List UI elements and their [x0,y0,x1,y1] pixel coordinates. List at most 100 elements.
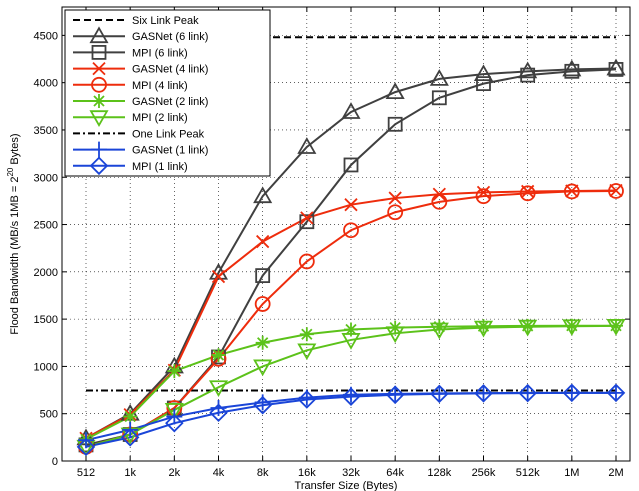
data-point [211,348,226,363]
legend-entry: GASNet (2 link) [73,94,208,108]
x-axis-ticks: 512 1k 2k 4k 8k 16k 32k 64k 128k 256k 512k 1M 2M [77,7,624,479]
data-point [432,319,447,334]
y-tick-label: 3000 [34,172,58,184]
data-point [120,428,140,447]
data-point [519,384,536,401]
legend-marker [89,110,109,128]
data-point [299,327,314,342]
plot-frame [61,6,631,462]
data-point [387,385,404,402]
data-point [475,188,492,205]
data-point [385,385,405,405]
data-point [476,76,491,92]
data-point [387,204,404,221]
y-tick-label: 500 [40,409,58,421]
data-point [341,102,361,119]
legend-entry: One Link Peak [73,128,205,140]
data-point [564,63,580,79]
legend-label: GASNet (6 link) [132,31,208,43]
legend-entry: Six Link Peak [73,15,199,27]
legend-entry: MPI (2 link) [73,110,188,128]
x-tick-label: 2k [169,467,181,479]
data-point [385,326,405,344]
data-point [518,383,537,403]
legend-entry: GASNet (1 link) [73,141,208,158]
y-tick-label: 0 [52,456,58,468]
data-point [385,82,405,100]
x-tick-label: 8k [257,467,269,479]
data-point [519,185,536,202]
data-point [606,383,626,403]
data-point [430,384,449,404]
y-tick-label: 4000 [34,78,58,90]
data-point [476,319,491,334]
data-point [208,380,229,398]
legend-label: GASNet (1 link) [132,145,208,157]
x-tick-label: 128k [427,467,451,479]
x-tick-label: 4k [213,467,225,479]
legend-marker [89,156,109,176]
data-point [297,343,317,361]
series-line [85,189,617,448]
data-point [431,385,448,402]
data-point [429,322,449,340]
x-tick-label: 512k [516,467,540,479]
data-point [429,69,449,86]
legend-entry: MPI (1 link) [73,156,188,176]
y-tick-label: 2000 [34,267,58,279]
data-point [76,437,96,457]
x-tick-label: 32k [342,467,360,479]
legend-entry: GASNet (4 link) [73,61,208,76]
data-point [475,385,492,402]
y-tick-label: 1000 [34,361,58,373]
legend: Six Link Peak GASNet (6 link) MPI (6 link)… [64,9,271,177]
legend-entry: GASNet (6 link) [73,26,208,44]
data-point [431,90,447,106]
data-point [562,383,582,403]
data-point [564,318,579,333]
legend-marker [91,76,107,93]
data-point [253,359,273,377]
data-point [565,184,579,198]
data-point [387,116,403,132]
data-point [343,222,359,239]
data-point [165,413,184,433]
x-tick-label: 1k [124,467,136,479]
x-tick-label: 1M [564,467,579,479]
legend-label: MPI (4 link) [132,80,188,92]
legend-label: MPI (2 link) [132,112,188,124]
data-point [255,335,270,350]
data-point [253,395,272,415]
legend-label: GASNet (4 link) [132,64,208,76]
data-point [256,234,270,249]
x-tick-label: 16k [298,467,316,479]
legend-marker [89,26,109,44]
y-tick-label: 3500 [34,125,58,137]
legend-marker [91,141,107,158]
y-axis-label-exponent: 20 [6,167,15,176]
data-point [343,157,359,173]
y-tick-label: 2500 [34,220,58,232]
data-point [388,191,402,205]
data-point [166,408,183,425]
data-point [300,211,314,225]
x-tick-label: 512 [77,467,95,479]
data-point [518,61,538,79]
data-point [473,320,494,338]
data-point [297,390,317,409]
legend-label: MPI (6 link) [132,47,188,59]
legend-marker [92,94,106,108]
series-markers [76,58,626,457]
data-point [78,432,94,449]
y-tick-label: 1500 [34,314,58,326]
data-point [341,387,361,406]
legend-entry: MPI (4 link) [73,76,188,93]
data-point [520,67,536,83]
data-point [520,318,535,333]
data-point [562,319,582,337]
data-point [297,137,317,154]
data-point [123,409,138,424]
data-point [344,322,358,337]
data-point [609,183,623,198]
